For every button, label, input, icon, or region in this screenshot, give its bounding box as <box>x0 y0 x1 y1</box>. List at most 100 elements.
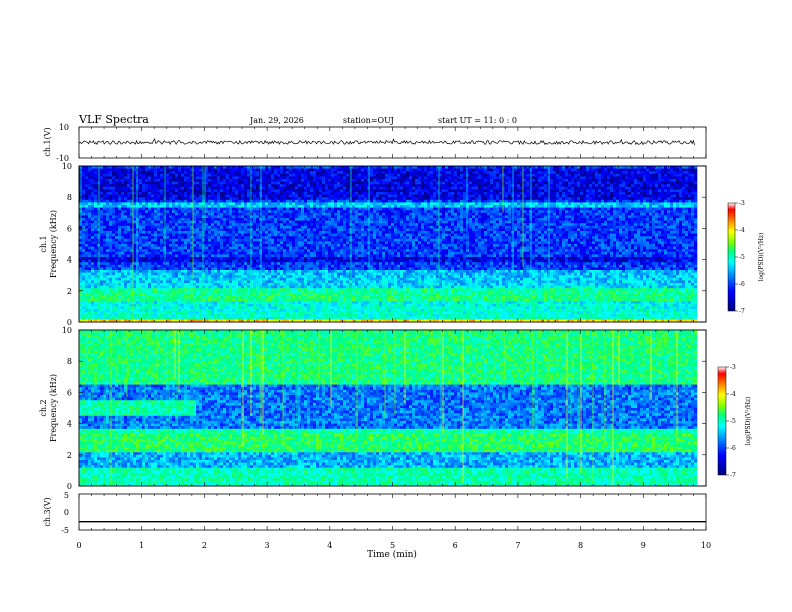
spectrogram-cell <box>94 225 98 229</box>
spectrogram-cell <box>268 283 272 286</box>
spectrogram-cell <box>151 316 155 320</box>
spectrogram-cell <box>169 290 173 294</box>
spectrogram-cell <box>301 171 305 175</box>
spectrogram-cell <box>85 262 89 266</box>
spectrogram-cell <box>151 301 155 305</box>
spectrogram-cell <box>319 280 323 284</box>
spectrogram-cell <box>259 288 263 292</box>
spectrogram-cell <box>250 212 254 216</box>
spectrogram-cell <box>223 303 227 307</box>
spectrogram-cell <box>184 192 188 195</box>
spectrogram-cell <box>256 303 260 307</box>
spectrogram-cell <box>283 293 287 297</box>
spectrogram-cell <box>166 303 170 307</box>
spectrogram-cell <box>229 184 233 188</box>
spectrogram-cell <box>127 280 131 284</box>
spectrogram-cell <box>109 231 113 234</box>
spectrogram-cell <box>226 296 230 299</box>
spectrogram-cell <box>253 192 257 195</box>
spectrogram-cell <box>274 189 278 193</box>
ch1-waveform-time-ticks <box>78 127 707 158</box>
spectrogram-cell <box>220 290 224 294</box>
spectrogram-cell <box>103 189 107 193</box>
spectrogram-cell <box>124 277 128 281</box>
spectrogram-cell <box>292 306 296 310</box>
spectrogram-cell <box>226 264 230 268</box>
spectrogram-cell <box>244 194 248 198</box>
spectrogram-cell <box>127 249 131 253</box>
spectrogram-cell <box>187 244 191 247</box>
spectrogram-cell <box>157 184 161 188</box>
spectrogram-cell <box>304 262 308 266</box>
spectrogram-cell <box>205 199 209 203</box>
spectrogram-cell <box>280 254 284 258</box>
spectrogram-cell <box>292 275 296 279</box>
spectrogram-cell <box>235 176 239 180</box>
spectrogram-cell <box>199 262 203 266</box>
spectrogram-cell <box>127 257 131 260</box>
spectrogram-cell <box>130 314 134 318</box>
spectrogram-cell <box>160 166 164 169</box>
spectrogram-cell <box>208 225 212 229</box>
spectrogram-cell <box>193 176 197 180</box>
spectrogram-cell <box>109 298 113 302</box>
spectrogram-cell <box>316 168 320 172</box>
spectrogram-cell <box>106 184 110 188</box>
spectrogram-cell <box>217 231 221 234</box>
spectrogram-cell <box>241 192 245 195</box>
spectrogram-cell <box>301 259 305 263</box>
spectrogram-cell <box>79 254 83 258</box>
spectrogram-cell <box>241 236 245 240</box>
spectrogram-cell <box>154 293 158 297</box>
spectrogram-cell <box>301 283 305 286</box>
spectrogram-cell <box>283 218 287 221</box>
spectrogram-cell <box>133 293 137 297</box>
spectrogram-cell <box>130 179 134 182</box>
spectrogram-cell <box>82 309 86 312</box>
spectrogram-cell <box>154 241 158 245</box>
spectrogram-cell <box>274 270 278 273</box>
spectrogram-cell <box>211 236 215 240</box>
spectrogram-cell <box>304 280 308 284</box>
spectrogram-cell <box>88 223 92 227</box>
spectrogram-cell <box>148 296 152 299</box>
spectrogram-cell <box>286 267 290 271</box>
spectrogram-cell <box>88 280 92 284</box>
spectrogram-cell <box>136 186 140 190</box>
spectrogram-cell <box>199 249 203 253</box>
spectrogram-cell <box>271 311 275 315</box>
spectrogram-cell <box>301 288 305 292</box>
spectrogram-cell <box>310 257 314 260</box>
spectrogram-cell <box>199 181 203 185</box>
spectrogram-cell <box>238 288 242 292</box>
spectrogram-cell <box>115 225 119 229</box>
spectrogram-cell <box>310 277 314 281</box>
spectrogram-cell <box>97 319 101 322</box>
spectrogram-cell <box>307 202 311 206</box>
spectrogram-cell <box>289 166 293 169</box>
spectrogram-cell <box>241 186 245 190</box>
spectrogram-cell <box>85 218 89 221</box>
spectrogram-cell <box>304 189 308 193</box>
spectrogram-cell <box>94 179 98 182</box>
spectrogram-cell <box>271 205 275 208</box>
spectrogram-cell <box>85 186 89 190</box>
spectrogram-cell <box>310 303 314 307</box>
spectrogram-cell <box>268 241 272 245</box>
spectrogram-cell <box>133 257 137 260</box>
spectrogram-cell <box>199 197 203 201</box>
spectrogram-cell <box>88 228 92 232</box>
spectrogram-cell <box>274 272 278 276</box>
spectrogram-cell <box>316 309 320 312</box>
spectrogram-cell <box>145 301 149 305</box>
spectrogram-cell <box>280 301 284 305</box>
spectrogram-cell <box>202 288 206 292</box>
spectrogram-cell <box>313 189 317 193</box>
spectrogram-cell <box>313 298 317 302</box>
spectrogram-cell <box>310 280 314 284</box>
spectrogram-cell <box>121 238 125 242</box>
spectrogram-cell <box>310 192 314 195</box>
spectrogram-cell <box>91 181 95 185</box>
spectrogram-cell <box>139 238 143 242</box>
spectrogram-cell <box>274 202 278 206</box>
